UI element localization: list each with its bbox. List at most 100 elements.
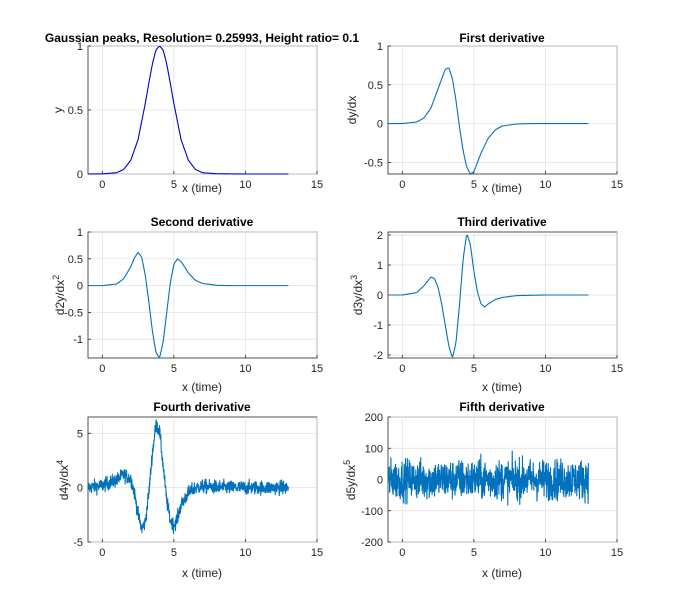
y-axis-label: d4y/dx4 [55, 460, 71, 500]
x-axis-label: x (time) [182, 566, 222, 580]
plot-area [387, 45, 618, 175]
x-tick-label: 5 [471, 363, 477, 375]
x-axis-label: x (time) [482, 380, 522, 394]
chart-title: First derivative [459, 31, 545, 45]
chart-title: Fifth derivative [459, 400, 545, 414]
x-tick-label: 10 [539, 547, 551, 559]
y-axis-label: d3y/dx3 [349, 275, 365, 315]
x-tick-label: 5 [171, 179, 177, 191]
ticks: 0 5 10 15 -2 -1 0 1 2 [373, 230, 623, 375]
x-tick-label: 10 [239, 547, 251, 559]
y-tick-label: 0 [377, 290, 383, 302]
y-tick-label: 200 [365, 412, 383, 424]
y-tick-label: -0.5 [364, 157, 383, 169]
y-tick-label: -5 [73, 537, 83, 549]
x-axis-label: x (time) [182, 181, 222, 195]
x-tick-label: 15 [611, 363, 623, 375]
x-axis-label: x (time) [482, 181, 522, 195]
x-axis-label: x (time) [182, 380, 222, 394]
y-tick-label: -2 [373, 350, 383, 362]
y-tick-label: 0 [77, 169, 83, 181]
x-tick-label: 0 [99, 363, 105, 375]
grid [388, 45, 618, 174]
x-tick-label: 0 [399, 363, 405, 375]
plot-area [87, 231, 318, 359]
y-tick-label: 0.5 [68, 254, 83, 266]
y-label-exponent: 2 [51, 275, 61, 280]
ticks: 0 5 10 15 -1 -0.5 0 0.5 1 [64, 227, 323, 375]
x-tick-label: 15 [311, 547, 323, 559]
x-tick-label: 15 [311, 179, 323, 191]
series-layer [87, 419, 289, 535]
x-tick-label: 15 [311, 363, 323, 375]
series-line [388, 67, 589, 175]
panel-first-derivative: 0 5 10 15 -0.5 0 0.5 1 First derivative x (time… [345, 31, 623, 195]
y-tick-label: 0 [77, 281, 83, 293]
y-axis-label: dy/dx [345, 96, 359, 125]
y-axis-label: d2y/dx2 [51, 275, 67, 315]
x-tick-label: 5 [171, 363, 177, 375]
x-tick-label: 10 [539, 363, 551, 375]
panel-gaussian-peaks: 0 5 10 15 0 0.5 1 Gaussian peaks, Resolution= … [45, 31, 359, 195]
series-layer [88, 251, 289, 358]
x-tick-label: 10 [239, 179, 251, 191]
x-tick-label: 5 [171, 547, 177, 559]
y-tick-label: 1 [77, 41, 83, 53]
series-layer [387, 450, 589, 506]
panel-fifth-derivative: 0 5 10 15 -200 -100 0 100 200 Fifth derivative x… [342, 400, 623, 580]
y-label-exponent: 3 [349, 275, 359, 280]
chart-title: Second derivative [151, 215, 254, 229]
x-tick-label: 0 [399, 179, 405, 191]
y-label-exponent: 4 [55, 460, 65, 465]
series-line [88, 251, 289, 358]
x-tick-label: 15 [611, 547, 623, 559]
panel-second-derivative: 0 5 10 15 -1 -0.5 0 0.5 1 Second derivative x (t… [51, 215, 323, 394]
x-tick-label: 5 [471, 179, 477, 191]
series-line [87, 419, 289, 535]
grid [88, 45, 318, 175]
chart-title: Third derivative [457, 215, 547, 229]
y-tick-label: 1 [377, 41, 383, 53]
series-line [387, 450, 589, 506]
x-tick-label: 10 [539, 179, 551, 191]
y-tick-label: 2 [377, 230, 383, 242]
ticks: 0 5 10 15 0 0.5 1 [68, 41, 323, 191]
series-layer [87, 45, 289, 175]
y-tick-label: 1 [377, 260, 383, 272]
ticks: 0 5 10 15 -5 0 5 [73, 428, 323, 559]
series-layer [388, 67, 589, 175]
panel-fourth-derivative: 0 5 10 15 -5 0 5 Fourth derivative x (time) d4… [55, 400, 323, 580]
y-tick-label: -100 [361, 506, 383, 518]
y-label-main: d2y/dx [53, 280, 67, 315]
y-axis-label: d5y/dx5 [342, 460, 358, 500]
x-tick-label: 15 [611, 179, 623, 191]
x-tick-label: 0 [99, 179, 105, 191]
y-label-main: d4y/dx [57, 465, 71, 500]
y-tick-label: 100 [365, 443, 383, 455]
ticks: 0 5 10 15 -0.5 0 0.5 1 [364, 41, 623, 191]
y-tick-label: -0.5 [64, 307, 83, 319]
y-label-exponent: 5 [342, 460, 352, 465]
y-label-main: d5y/dx [344, 465, 358, 500]
y-tick-label: 1 [77, 227, 83, 239]
y-tick-label: -200 [361, 537, 383, 549]
y-tick-label: 5 [77, 428, 83, 440]
y-tick-label: 0 [377, 119, 383, 131]
y-tick-label: 0.5 [68, 105, 83, 117]
ticks: 0 5 10 15 -200 -100 0 100 200 [361, 412, 623, 559]
series-line [87, 45, 289, 175]
y-tick-label: 0.5 [368, 80, 383, 92]
y-tick-label: -1 [373, 320, 383, 332]
x-tick-label: 0 [399, 547, 405, 559]
y-axis-label: y [51, 107, 65, 113]
x-tick-label: 10 [239, 363, 251, 375]
x-tick-label: 5 [471, 547, 477, 559]
y-label-main: d3y/dx [351, 280, 365, 315]
x-axis-label: x (time) [482, 566, 522, 580]
series-line [388, 234, 589, 358]
y-tick-label: 0 [377, 475, 383, 487]
chart-title: Fourth derivative [153, 400, 251, 414]
series-layer [388, 234, 589, 358]
